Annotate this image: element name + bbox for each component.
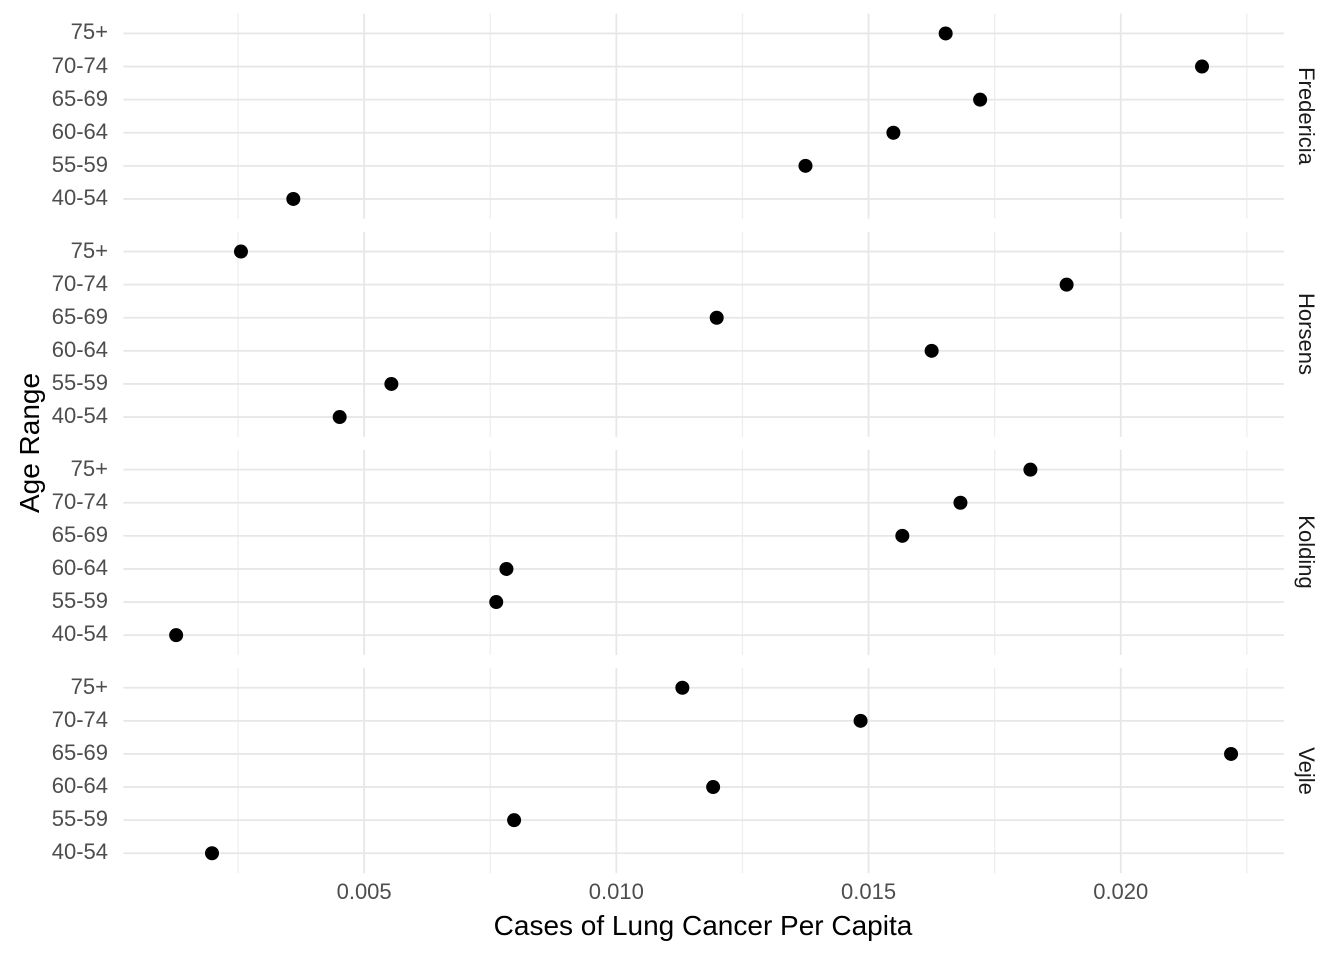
- y-tick-label: 70-74: [51, 52, 108, 78]
- y-tick-label: 55-59: [51, 151, 108, 177]
- data-point: [709, 310, 724, 325]
- y-tick-label: 60-64: [51, 554, 108, 580]
- y-tick-label: 65-69: [51, 303, 108, 329]
- data-point: [286, 191, 301, 206]
- y-tick-label: 75+: [70, 19, 108, 45]
- data-point: [675, 680, 690, 695]
- facet-strip-label: Vejle: [1294, 746, 1319, 795]
- y-tick-label: 55-59: [51, 369, 108, 395]
- data-point: [1059, 277, 1074, 292]
- data-point: [233, 244, 248, 259]
- x-tick-label: 0.010: [588, 879, 644, 904]
- y-tick-label: 55-59: [51, 806, 108, 832]
- data-point: [489, 595, 504, 610]
- facet-strip-label: Fredericia: [1294, 67, 1319, 166]
- data-point: [1195, 59, 1210, 74]
- data-point: [1224, 746, 1239, 761]
- y-tick-label: 40-54: [51, 184, 108, 210]
- data-point: [499, 561, 514, 576]
- y-tick-label: 40-54: [51, 839, 108, 865]
- data-point: [886, 125, 901, 140]
- facet-strip-label: Kolding: [1294, 515, 1319, 590]
- y-tick-label: 70-74: [51, 488, 108, 514]
- facet-strip-label: Horsens: [1294, 293, 1319, 376]
- data-point: [169, 628, 184, 643]
- x-tick-label: 0.015: [841, 879, 897, 904]
- y-tick-label: 55-59: [51, 587, 108, 613]
- y-tick-label: 40-54: [51, 621, 108, 647]
- y-tick-label: 65-69: [51, 521, 108, 547]
- data-point: [1023, 462, 1038, 477]
- data-point: [953, 495, 968, 510]
- data-point: [384, 376, 399, 391]
- y-tick-label: 60-64: [51, 118, 108, 144]
- y-tick-label: 70-74: [51, 706, 108, 732]
- y-tick-label: 70-74: [51, 270, 108, 296]
- data-point: [798, 158, 813, 173]
- y-tick-label: 75+: [70, 673, 108, 699]
- x-axis-title: Cases of Lung Cancer Per Capita: [493, 910, 913, 941]
- data-point: [332, 410, 347, 425]
- data-point: [973, 92, 988, 107]
- data-point: [938, 26, 953, 41]
- y-tick-label: 60-64: [51, 336, 108, 362]
- y-tick-label: 75+: [70, 455, 108, 481]
- y-tick-label: 75+: [70, 237, 108, 263]
- y-tick-label: 65-69: [51, 85, 108, 111]
- data-point: [895, 528, 910, 543]
- y-tick-label: 60-64: [51, 773, 108, 799]
- data-point: [507, 813, 522, 828]
- data-point: [706, 780, 721, 795]
- data-point: [205, 846, 220, 861]
- x-tick-label: 0.020: [1093, 879, 1149, 904]
- y-tick-label: 65-69: [51, 739, 108, 765]
- data-point: [924, 343, 939, 358]
- data-point: [853, 713, 868, 728]
- x-tick-label: 0.005: [336, 879, 392, 904]
- y-tick-label: 40-54: [51, 402, 108, 428]
